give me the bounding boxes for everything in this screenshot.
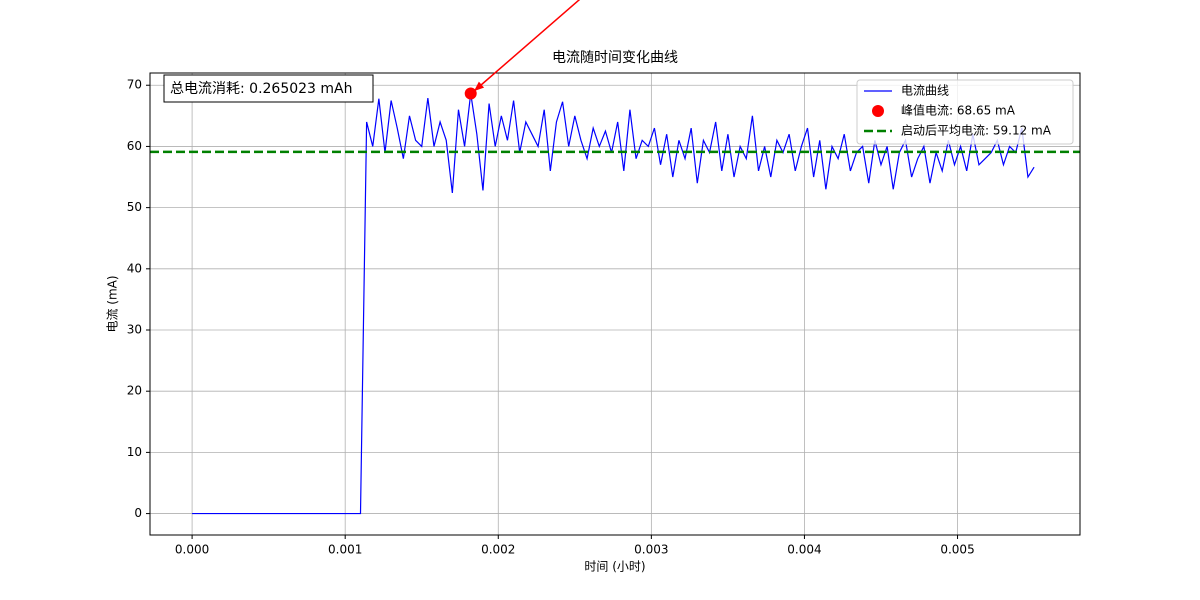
y-tick-label: 60 xyxy=(127,139,142,153)
x-tick-label: 0.001 xyxy=(328,543,362,557)
y-tick-label: 30 xyxy=(127,323,142,337)
annotation-arrow xyxy=(473,0,581,92)
legend-label: 峰值电流: 68.65 mA xyxy=(901,103,1016,118)
x-tick-label: 0.003 xyxy=(634,543,668,557)
y-axis-label: 电流 (mA) xyxy=(106,275,120,332)
current-line xyxy=(192,93,1035,515)
y-tick-label: 40 xyxy=(127,261,142,275)
chart-title: 电流随时间变化曲线 xyxy=(552,50,678,66)
x-tick-label: 0.002 xyxy=(481,543,515,557)
x-axis-label: 时间 (小时) xyxy=(584,560,645,574)
y-tick-label: 70 xyxy=(127,78,142,92)
legend-label: 启动后平均电流: 59.12 mA xyxy=(901,124,1052,138)
y-tick-label: 0 xyxy=(134,506,142,520)
legend xyxy=(856,79,1074,145)
x-tick-label: 0.005 xyxy=(940,543,974,557)
legend-label: 电流曲线 xyxy=(901,84,949,98)
legend-symbol xyxy=(872,105,884,117)
peak-point xyxy=(464,87,477,100)
x-tick-label: 0.000 xyxy=(175,543,209,557)
annotation-box xyxy=(163,74,374,103)
y-tick-label: 20 xyxy=(127,384,142,398)
annotation-text: 总电流消耗: 0.265023 mAh xyxy=(170,81,353,97)
y-tick-label: 50 xyxy=(127,200,142,214)
y-tick-label: 10 xyxy=(127,445,142,459)
plot-frame xyxy=(149,72,1081,536)
x-tick-label: 0.004 xyxy=(787,543,821,557)
